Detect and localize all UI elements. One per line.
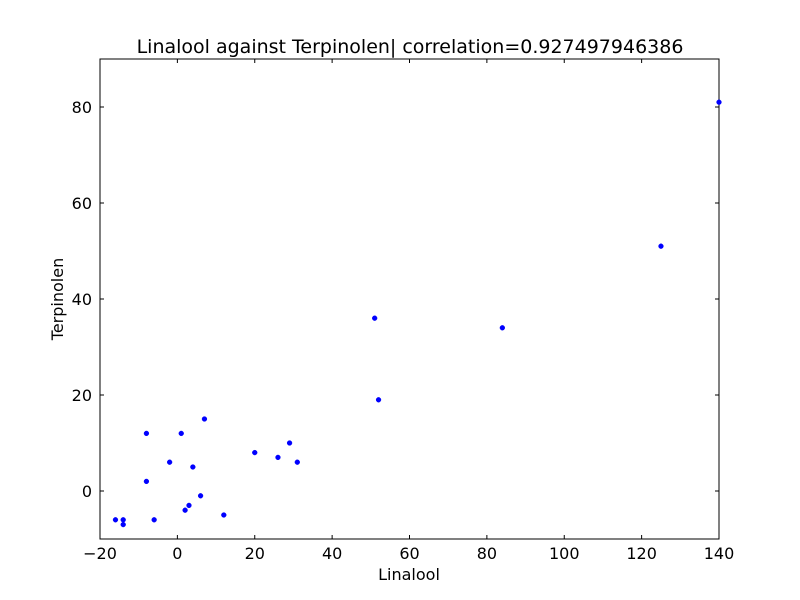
scatter-point	[201, 416, 208, 422]
scatter-point	[197, 493, 204, 499]
y-tick-label: 20	[72, 386, 92, 405]
scatter-point	[286, 440, 293, 446]
scatter-point	[658, 243, 664, 249]
scatter-point	[151, 517, 157, 523]
scatter-point	[120, 521, 126, 528]
scatter-point	[375, 397, 382, 403]
scatter-point	[499, 325, 506, 331]
scatter-point	[716, 99, 722, 105]
x-tick-label: 80	[477, 544, 497, 563]
scatter-point	[143, 430, 150, 437]
x-tick-label: −20	[83, 544, 117, 563]
scatter-point	[166, 459, 173, 465]
y-axis-label: Terpinolen	[48, 258, 67, 341]
scatter-point	[221, 512, 227, 518]
scatter-point	[182, 507, 188, 513]
scatter-point	[190, 464, 196, 470]
x-tick-label: 120	[626, 544, 657, 563]
scatter-point	[178, 430, 184, 437]
x-axis-label: Linalool	[378, 565, 440, 584]
chart-title: Linalool against Terpinolen| correlation…	[137, 36, 684, 58]
scatter-point	[252, 449, 258, 456]
data-points	[112, 99, 722, 528]
scatter-point	[294, 459, 300, 465]
y-tick-label: 60	[72, 194, 92, 213]
x-tick-label: 0	[172, 544, 182, 563]
axis-ticks: −20 0 20 40 60 80 100 120 140 0 20 40 60 80	[72, 59, 735, 563]
x-tick-label: 40	[322, 544, 342, 563]
scatter-point	[186, 502, 192, 509]
x-tick-label: 140	[704, 544, 735, 563]
scatter-point	[275, 454, 281, 461]
x-tick-label: 20	[245, 544, 265, 563]
y-tick-label: 80	[72, 98, 92, 117]
scatter-point	[143, 478, 150, 485]
plot-area	[99, 58, 720, 540]
scatter-point	[372, 315, 378, 321]
x-tick-label: 100	[549, 544, 580, 563]
scatter-point	[112, 517, 119, 523]
x-tick-label: 60	[399, 544, 419, 563]
scatter-point	[120, 517, 126, 523]
y-tick-label: 40	[72, 290, 92, 309]
y-tick-label: 0	[82, 482, 92, 501]
